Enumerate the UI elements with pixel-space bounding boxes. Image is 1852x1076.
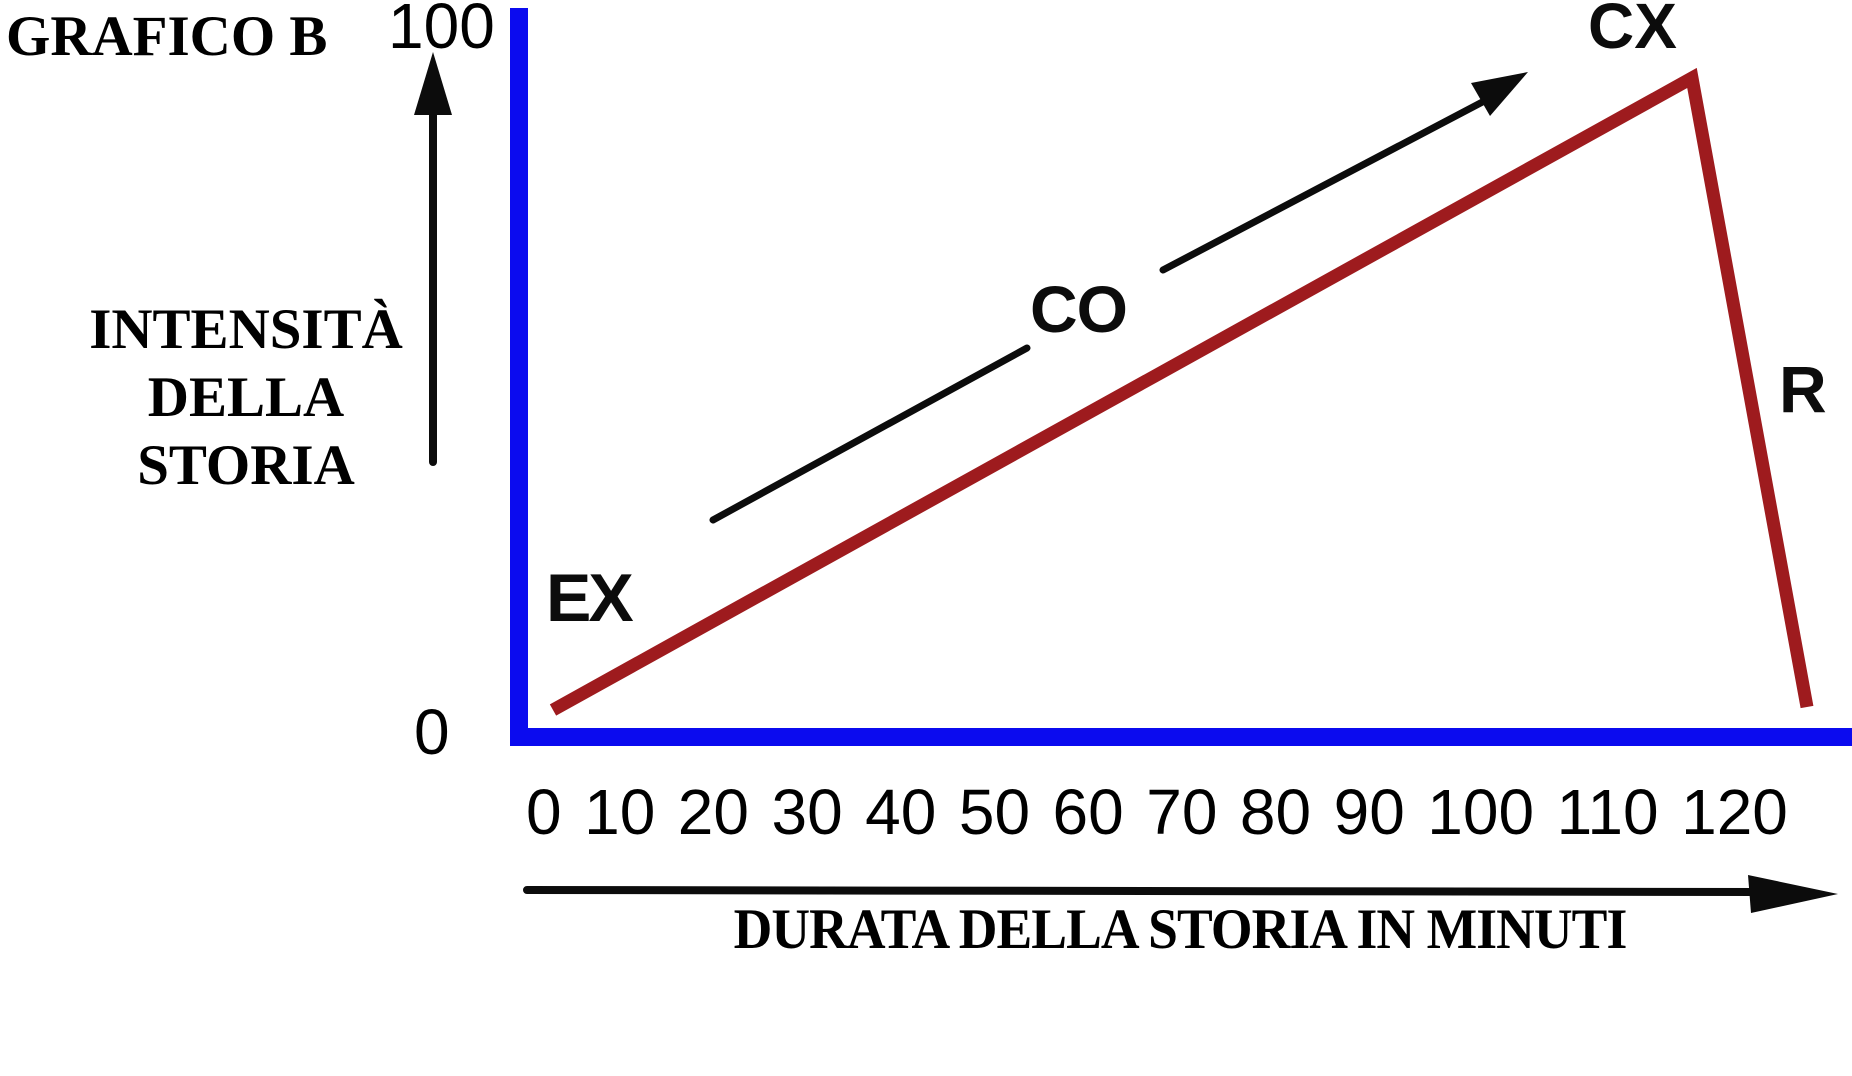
x-tick-70: 70 [1146, 776, 1218, 848]
x-tick-10: 10 [584, 776, 656, 848]
y-axis-min-label: 0 [414, 696, 450, 768]
x-axis-direction-arrow [523, 875, 1838, 913]
x-axis-line [510, 728, 1852, 746]
x-tick-60: 60 [1052, 776, 1124, 848]
x-tick-0: 0 [526, 776, 562, 848]
y-arrow-head-icon [414, 52, 452, 115]
x-arrow-stem [523, 886, 1762, 896]
complication-label: CO [1030, 272, 1128, 346]
x-tick-100: 100 [1427, 776, 1535, 848]
co-arrow-head-icon [1471, 72, 1528, 116]
exposition-label: EX [546, 560, 634, 636]
y-axis-title-line2: DELLA [147, 366, 345, 429]
chart-title: GRAFICO B [6, 5, 328, 68]
x-tick-40: 40 [865, 776, 937, 848]
x-axis-tick-labels: 0 10 20 30 40 50 60 70 80 90 100 110 120 [526, 780, 1788, 844]
y-axis-title: INTENSITÀ DELLA STORIA [40, 296, 452, 500]
co-arrow-segment-upper [1159, 94, 1494, 274]
x-axis-title: DURATA DELLA STORIA IN MINUTI [733, 898, 1628, 961]
x-tick-90: 90 [1333, 776, 1405, 848]
x-tick-30: 30 [771, 776, 843, 848]
rising-action-arrow [709, 72, 1528, 524]
y-axis-title-line3: STORIA [137, 434, 355, 497]
story-intensity-curve [549, 67, 1814, 716]
x-tick-80: 80 [1239, 776, 1312, 848]
y-axis-line [510, 8, 528, 746]
x-tick-110: 110 [1556, 776, 1659, 848]
y-axis-direction-arrow [414, 52, 452, 466]
x-tick-50: 50 [958, 776, 1031, 848]
climax-label: CX [1588, 0, 1677, 62]
y-axis-max-label: 100 [388, 0, 495, 62]
x-arrow-head-icon [1748, 875, 1838, 913]
co-arrow-segment-lower [709, 344, 1031, 524]
y-axis-title-line1: INTENSITÀ [89, 298, 403, 361]
x-tick-20: 20 [677, 776, 749, 848]
x-tick-120: 120 [1681, 776, 1788, 848]
resolution-label: R [1779, 352, 1827, 426]
